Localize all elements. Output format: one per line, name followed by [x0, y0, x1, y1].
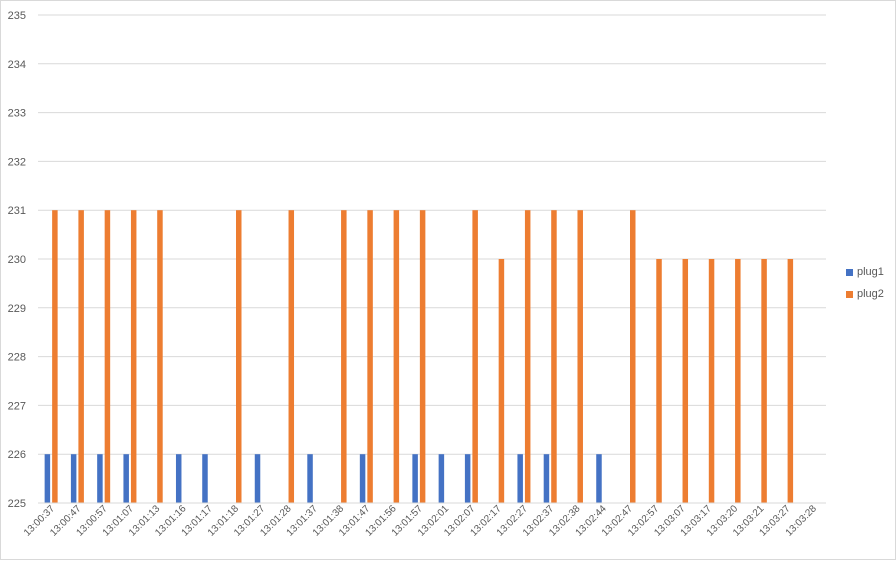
legend-swatch-plug2 — [846, 290, 853, 298]
bar-plug1 — [412, 454, 418, 503]
bar-plug1 — [254, 454, 261, 503]
bar-plug2 — [630, 210, 636, 503]
y-tick-label: 229 — [8, 303, 26, 315]
bar-plug1 — [596, 454, 602, 503]
bar-plug2 — [656, 259, 662, 503]
y-tick-label: 228 — [8, 352, 26, 364]
bar-plug2 — [577, 210, 583, 503]
bar-plug2 — [472, 210, 478, 503]
bar-plug2 — [104, 210, 111, 503]
bar-plug2 — [708, 259, 715, 503]
bar-plug2 — [367, 210, 373, 503]
bar-plug1 — [70, 454, 77, 503]
bars — [44, 210, 794, 503]
bar-plug2 — [498, 259, 505, 503]
bar-plug1 — [97, 454, 103, 503]
bar-plug2 — [787, 259, 794, 503]
bar-plug2 — [288, 210, 295, 503]
legend: plug1 plug2 — [846, 261, 884, 305]
bar-plug2 — [236, 210, 242, 503]
bar-plug2 — [682, 259, 689, 503]
bar-plug2 — [393, 210, 400, 503]
bar-plug2 — [524, 210, 531, 503]
bar-plug2 — [52, 210, 58, 503]
bar-plug1 — [359, 454, 366, 503]
y-tick-label: 230 — [8, 254, 26, 266]
bar-plug1 — [438, 454, 445, 503]
legend-label-plug1: plug1 — [857, 266, 884, 278]
bar-plug1 — [123, 454, 129, 503]
bar-plug2 — [157, 210, 163, 503]
y-tick-label: 232 — [8, 156, 26, 168]
bar-plug1 — [517, 454, 523, 503]
y-tick-label: 235 — [8, 10, 26, 22]
bar-plug1 — [175, 454, 182, 503]
y-tick-label: 233 — [8, 108, 26, 120]
bar-plug2 — [761, 259, 767, 503]
bar-plug1 — [543, 454, 550, 503]
y-axis-tick-labels: 225 226 227 228 229 230 231 232 233 234 235 — [8, 10, 26, 510]
bar-plug1 — [464, 454, 471, 503]
legend-swatch-plug1 — [846, 268, 853, 276]
y-tick-label: 226 — [8, 449, 26, 461]
bar-plug2 — [341, 210, 347, 503]
bar-plug2 — [735, 259, 741, 503]
bar-plug2 — [130, 210, 137, 503]
legend-label-plug2: plug2 — [857, 288, 884, 300]
legend-item-plug2: plug2 — [846, 283, 884, 305]
y-tick-label: 225 — [8, 498, 26, 510]
bar-plug2 — [551, 210, 557, 503]
bar-plug1 — [202, 454, 208, 503]
bar-plug2 — [78, 210, 84, 503]
bar-plug1 — [44, 454, 51, 503]
gridlines — [38, 14, 826, 455]
y-tick-label: 227 — [8, 400, 26, 412]
y-tick-label: 231 — [8, 205, 26, 217]
legend-item-plug1: plug1 — [846, 261, 884, 283]
x-axis-tick-labels: 13:00:3713:00:4713:00:5713:01:0713:01:13… — [22, 503, 819, 539]
bar-plug1 — [307, 454, 313, 503]
y-tick-label: 234 — [8, 59, 26, 71]
bar-plug2 — [419, 210, 426, 503]
